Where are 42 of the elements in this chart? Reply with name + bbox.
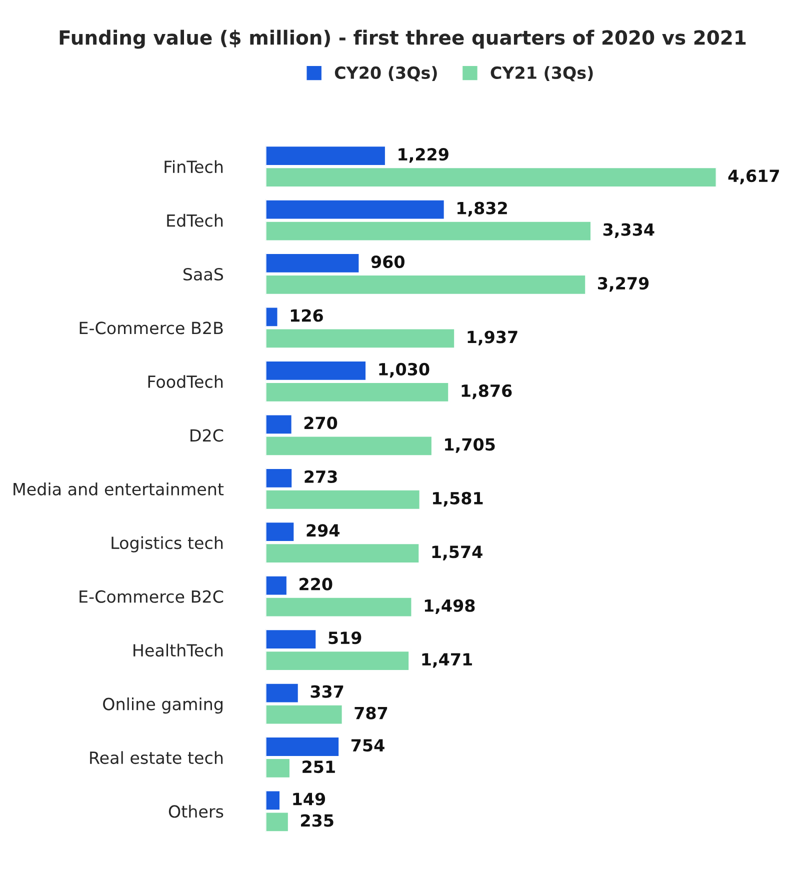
y-tick-label: D2C bbox=[190, 429, 224, 442]
data-label: 960 bbox=[371, 255, 404, 268]
data-label: 126 bbox=[290, 309, 323, 322]
y-tick-label: SaaS bbox=[183, 268, 224, 281]
data-label: 519 bbox=[328, 632, 362, 644]
y-tick-label: FinTech bbox=[164, 160, 223, 174]
data-label: 3,279 bbox=[598, 276, 649, 292]
data-label: 787 bbox=[354, 706, 388, 720]
data-label: 1,030 bbox=[379, 362, 430, 378]
data-label: 235 bbox=[301, 814, 334, 827]
data-label: 1,471 bbox=[422, 653, 472, 668]
data-label: 251 bbox=[302, 760, 335, 774]
legend-label: CY20 (3Qs) bbox=[334, 66, 437, 82]
data-label: 1,705 bbox=[445, 438, 495, 453]
data-label: 1,229 bbox=[398, 148, 448, 163]
legend-label: CY21 (3Qs) bbox=[490, 66, 593, 82]
data-label: 1,498 bbox=[424, 599, 475, 614]
y-tick-label: Online gaming bbox=[103, 697, 222, 714]
data-label: 1,574 bbox=[432, 546, 482, 560]
y-tick-label: Real estate tech bbox=[90, 751, 223, 764]
data-label: 273 bbox=[304, 470, 337, 483]
y-tick-label: E-Commerce B2C bbox=[80, 590, 224, 603]
data-label: 3,334 bbox=[603, 223, 654, 238]
y-tick-label: E-Commerce B2B bbox=[80, 322, 223, 334]
data-label: 1,937 bbox=[468, 330, 518, 346]
data-label: 1,581 bbox=[433, 492, 483, 507]
data-label: 337 bbox=[310, 685, 344, 698]
data-label: 149 bbox=[293, 792, 326, 806]
chart-title: Funding value ($ million) - first three quarters of 2020 vs 2021 bbox=[60, 30, 746, 49]
y-tick-label: HealthTech bbox=[134, 644, 223, 657]
y-tick-label: Others bbox=[168, 804, 224, 818]
data-label: 754 bbox=[351, 739, 384, 752]
data-label: 270 bbox=[304, 416, 338, 430]
data-label: 4,617 bbox=[728, 170, 779, 184]
data-label: 1,832 bbox=[458, 202, 507, 216]
y-tick-label: EdTech bbox=[167, 214, 223, 227]
y-tick-label: Logistics tech bbox=[112, 536, 223, 552]
data-label: 220 bbox=[300, 578, 332, 590]
data-label: 294 bbox=[306, 524, 340, 537]
data-label: 1,876 bbox=[462, 384, 512, 400]
y-tick-label: FoodTech bbox=[148, 375, 223, 388]
y-tick-label: Media and entertainment bbox=[14, 482, 224, 496]
